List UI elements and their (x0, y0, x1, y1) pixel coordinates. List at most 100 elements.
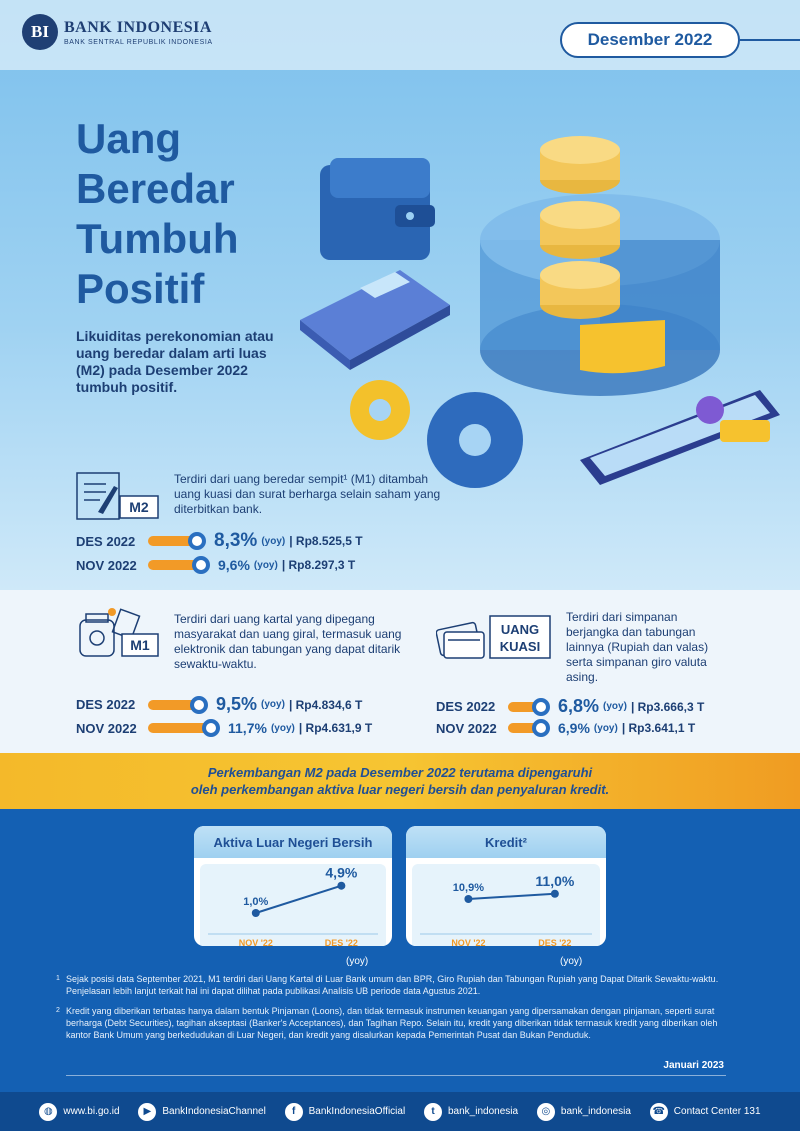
page-title: Uang Beredar Tumbuh Positif (76, 114, 239, 314)
yoy-label: (yoy) (270, 722, 295, 734)
amount-value: | Rp8.297,3 T (281, 558, 356, 572)
amount-value: | Rp3.666,3 T (630, 699, 705, 714)
row-label: DES 2022 (76, 697, 136, 712)
growth-value: 11,7% (228, 720, 267, 736)
chart-aktiva: 1,0% NOV '22 4,9% DES '22 (208, 865, 378, 946)
growth-value: 6,9% (558, 720, 590, 736)
data-point (337, 881, 346, 890)
tick-label: DES '22 (538, 938, 571, 946)
kuasi-row-nov: NOV 2022 6,9% (yoy) | Rp3.641,1 T (436, 719, 696, 737)
yoy-label: (yoy) (603, 701, 627, 712)
row-label: NOV 2022 (76, 720, 137, 736)
title-line: Tumbuh (76, 215, 239, 262)
yoy-label: (yoy) (253, 559, 278, 571)
row-label: NOV 2022 (76, 557, 137, 573)
footer-link[interactable]: ◍ www.bi.go.id (39, 1102, 120, 1121)
footer-link[interactable]: t bank_indonesia (424, 1102, 518, 1121)
chart-card-kredit: Kredit² 10,9% NOV '22 11,0% DES '22 (406, 826, 606, 946)
release-date: Januari 2023 (663, 1060, 724, 1071)
amount-value: | Rp8.525,5 T (289, 534, 363, 548)
m1-row-des: DES 2022 9,5% (yoy) | Rp4.834,6 T (76, 694, 362, 715)
amount-value: | Rp4.834,6 T (288, 697, 363, 712)
tick-label: DES '22 (325, 938, 358, 946)
svg-text:M1: M1 (130, 637, 150, 653)
footer-link[interactable]: f BankIndonesiaOfficial (284, 1102, 405, 1121)
youtube-icon: ▶ (138, 1102, 157, 1121)
highlight-banner: Perkembangan M2 pada Desember 2022 terut… (0, 753, 800, 809)
svg-text:M2: M2 (129, 499, 149, 515)
phone-icon: ☎ (649, 1102, 668, 1121)
yoy-label: (yoy) (261, 699, 285, 710)
m1-kuasi-section (0, 590, 800, 753)
facebook-icon: f (284, 1102, 303, 1121)
chart-kredit: 10,9% NOV '22 11,0% DES '22 (420, 873, 592, 946)
row-label: DES 2022 (76, 533, 136, 549)
finance-illustration-icon (300, 136, 780, 488)
logo-subtitle: BANK SENTRAL REPUBLIK INDONESIA (64, 38, 213, 46)
row-label: NOV 2022 (436, 720, 497, 736)
footer-link[interactable]: ☎ Contact Center 131 (649, 1102, 761, 1121)
progress-bar (148, 719, 220, 737)
intro-text: Likuiditas perekonomian atau uang bereda… (76, 328, 274, 395)
footnotes: 1 Sejak posisi data September 2021, M1 te… (56, 973, 726, 1049)
data-label: 10,9% (453, 882, 484, 894)
title-line: Uang (76, 115, 181, 162)
instagram-icon: ◎ (536, 1102, 555, 1121)
svg-text:UANG: UANG (501, 622, 539, 637)
growth-value: 8,3% (214, 530, 258, 551)
kuasi-row-des: DES 2022 6,8% (yoy) | Rp3.666,3 T (436, 696, 704, 717)
drivers-section (0, 809, 800, 1092)
growth-value: 6,8% (558, 696, 600, 716)
footer-link[interactable]: ▶ BankIndonesiaChannel (138, 1102, 266, 1121)
m2-row-nov: NOV 2022 9,6% (yoy) | Rp8.297,3 T (76, 556, 356, 574)
coin-stack-icon (540, 136, 620, 319)
tick-label: NOV '22 (239, 938, 273, 946)
m2-row-des: DES 2022 8,3% (yoy) | Rp8.525,5 T (76, 530, 363, 552)
uang-kuasi-card-icon: UANG KUASI (436, 615, 551, 659)
banner-line: Perkembangan M2 pada Desember 2022 terut… (207, 765, 593, 780)
twitter-icon: t (424, 1102, 442, 1121)
data-point (251, 909, 260, 917)
banner-line: oleh perkembangan aktiva luar negeri ber… (190, 782, 610, 797)
chart-card-aktiva: Aktiva Luar Negeri Bersih 1,0% NOV '22 4,9… (194, 826, 392, 946)
amount-value: | Rp3.641,1 T (621, 721, 696, 735)
progress-bar (148, 556, 210, 574)
progress-bar (508, 719, 550, 737)
chart-unit: (yoy) (560, 956, 583, 967)
footer-link[interactable]: ◎ bank_indonesia (536, 1102, 631, 1121)
m1-row-nov: NOV 2022 11,7% (yoy) | Rp4.631,9 T (76, 719, 373, 737)
period-badge: Desember 2022 (560, 22, 740, 58)
m2-document-icon: M2 (76, 472, 159, 520)
progress-bar (148, 695, 208, 714)
yoy-label: (yoy) (593, 722, 618, 734)
amount-value: | Rp4.631,9 T (298, 721, 373, 735)
smartphone-icon (580, 390, 780, 485)
footnote: 1 Sejak posisi data September 2021, M1 te… (56, 974, 719, 996)
calculator-icon (300, 270, 450, 370)
m1-jar-icon: M1 (79, 608, 159, 657)
wallet-icon (320, 158, 435, 260)
yoy-label: (yoy) (261, 535, 286, 547)
bi-logo-icon: BI (22, 14, 58, 50)
progress-bar (508, 697, 550, 716)
tick-label: NOV '22 (451, 938, 485, 946)
m2-description: Terdiri dari uang beredar sempit¹ (M1) d… (174, 472, 441, 516)
row-label: DES 2022 (436, 699, 496, 714)
data-label: 1,0% (243, 896, 268, 908)
divider (66, 1075, 726, 1076)
bank-logo[interactable]: BI BANK INDONESIA BANK SENTRAL REPUBLIK … (22, 14, 213, 50)
series-line (468, 892, 555, 900)
kuasi-description: Terdiri dari simpanan berjangka dan tabu… (566, 610, 709, 684)
logo-name: BANK INDONESIA (64, 18, 212, 36)
data-label: 11,0% (535, 873, 574, 889)
chart-unit: (yoy) (346, 956, 369, 967)
title-line: Beredar (76, 165, 235, 212)
progress-bar (148, 532, 206, 550)
data-point (464, 895, 473, 903)
m1-description: Terdiri dari uang kartal yang dipegang m… (174, 612, 402, 671)
chart-title: Aktiva Luar Negeri Bersih (194, 826, 392, 858)
growth-value: 9,6% (218, 557, 250, 573)
growth-value: 9,5% (216, 694, 258, 714)
footer: ◍ www.bi.go.id ▶ BankIndonesiaChannel f Ban… (0, 1092, 800, 1131)
globe-icon: ◍ (39, 1102, 58, 1121)
